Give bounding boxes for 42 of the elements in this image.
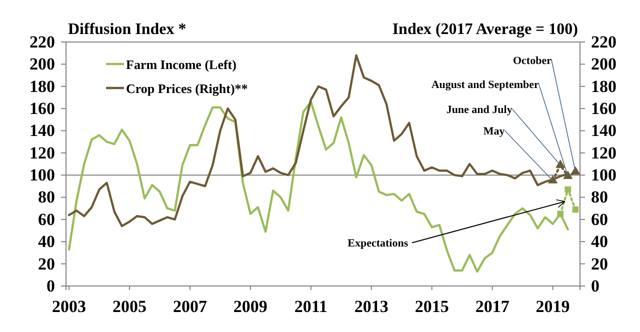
y2-tick-label: 120 bbox=[591, 143, 616, 162]
y2-tick-label: 40 bbox=[591, 232, 608, 252]
y2-tick-label: 0 bbox=[591, 276, 600, 296]
y2-tick-label: 60 bbox=[591, 210, 608, 229]
y-tick-label: 220 bbox=[30, 32, 55, 52]
annotation: Expectations bbox=[348, 238, 409, 250]
annotation: October bbox=[512, 54, 552, 67]
y2-tick-label: 80 bbox=[591, 188, 608, 207]
y-tick-label: 100 bbox=[30, 166, 55, 185]
y-tick-label: 140 bbox=[30, 121, 55, 140]
y-axis-title: Diffusion Index * bbox=[68, 21, 186, 38]
legend-label: Farm Income (Left) bbox=[126, 57, 236, 72]
y-tick-label: 0 bbox=[46, 276, 55, 296]
x-tick-label: 2005 bbox=[112, 297, 146, 316]
x-tick-label: 2013 bbox=[354, 297, 388, 316]
annotation: May bbox=[483, 126, 506, 138]
y2-tick-label: 220 bbox=[591, 32, 616, 52]
x-tick-label: 2009 bbox=[233, 297, 268, 316]
y2-tick-label: 140 bbox=[591, 121, 616, 140]
annotation: June and July bbox=[446, 104, 513, 116]
y-tick-label: 40 bbox=[38, 232, 55, 252]
y2-tick-label: 200 bbox=[591, 54, 616, 74]
y-tick-label: 120 bbox=[30, 143, 55, 162]
y2-tick-label: 100 bbox=[591, 166, 616, 185]
y-tick-label: 80 bbox=[38, 188, 55, 207]
y-tick-label: 200 bbox=[30, 54, 55, 74]
x-tick-label: 2019 bbox=[536, 297, 570, 316]
x-tick-label: 2015 bbox=[414, 297, 449, 316]
x-tick-label: 2011 bbox=[294, 297, 328, 316]
x-tick-label: 2007 bbox=[172, 297, 208, 316]
y-tick-label: 180 bbox=[30, 76, 55, 96]
y2-tick-label: 160 bbox=[591, 98, 616, 118]
y2-tick-label: 20 bbox=[591, 254, 608, 274]
y-tick-label: 160 bbox=[30, 98, 55, 118]
y-tick-label: 20 bbox=[38, 254, 55, 274]
y2-tick-label: 180 bbox=[591, 76, 616, 96]
x-tick-label: 2003 bbox=[52, 297, 86, 316]
y2-axis-title: Index (2017 Average = 100) bbox=[392, 21, 578, 38]
y-tick-label: 60 bbox=[38, 210, 55, 229]
legend-label: Crop Prices (Right)** bbox=[126, 81, 248, 96]
annotation: August and September bbox=[431, 79, 540, 92]
x-tick-label: 2017 bbox=[475, 297, 510, 316]
